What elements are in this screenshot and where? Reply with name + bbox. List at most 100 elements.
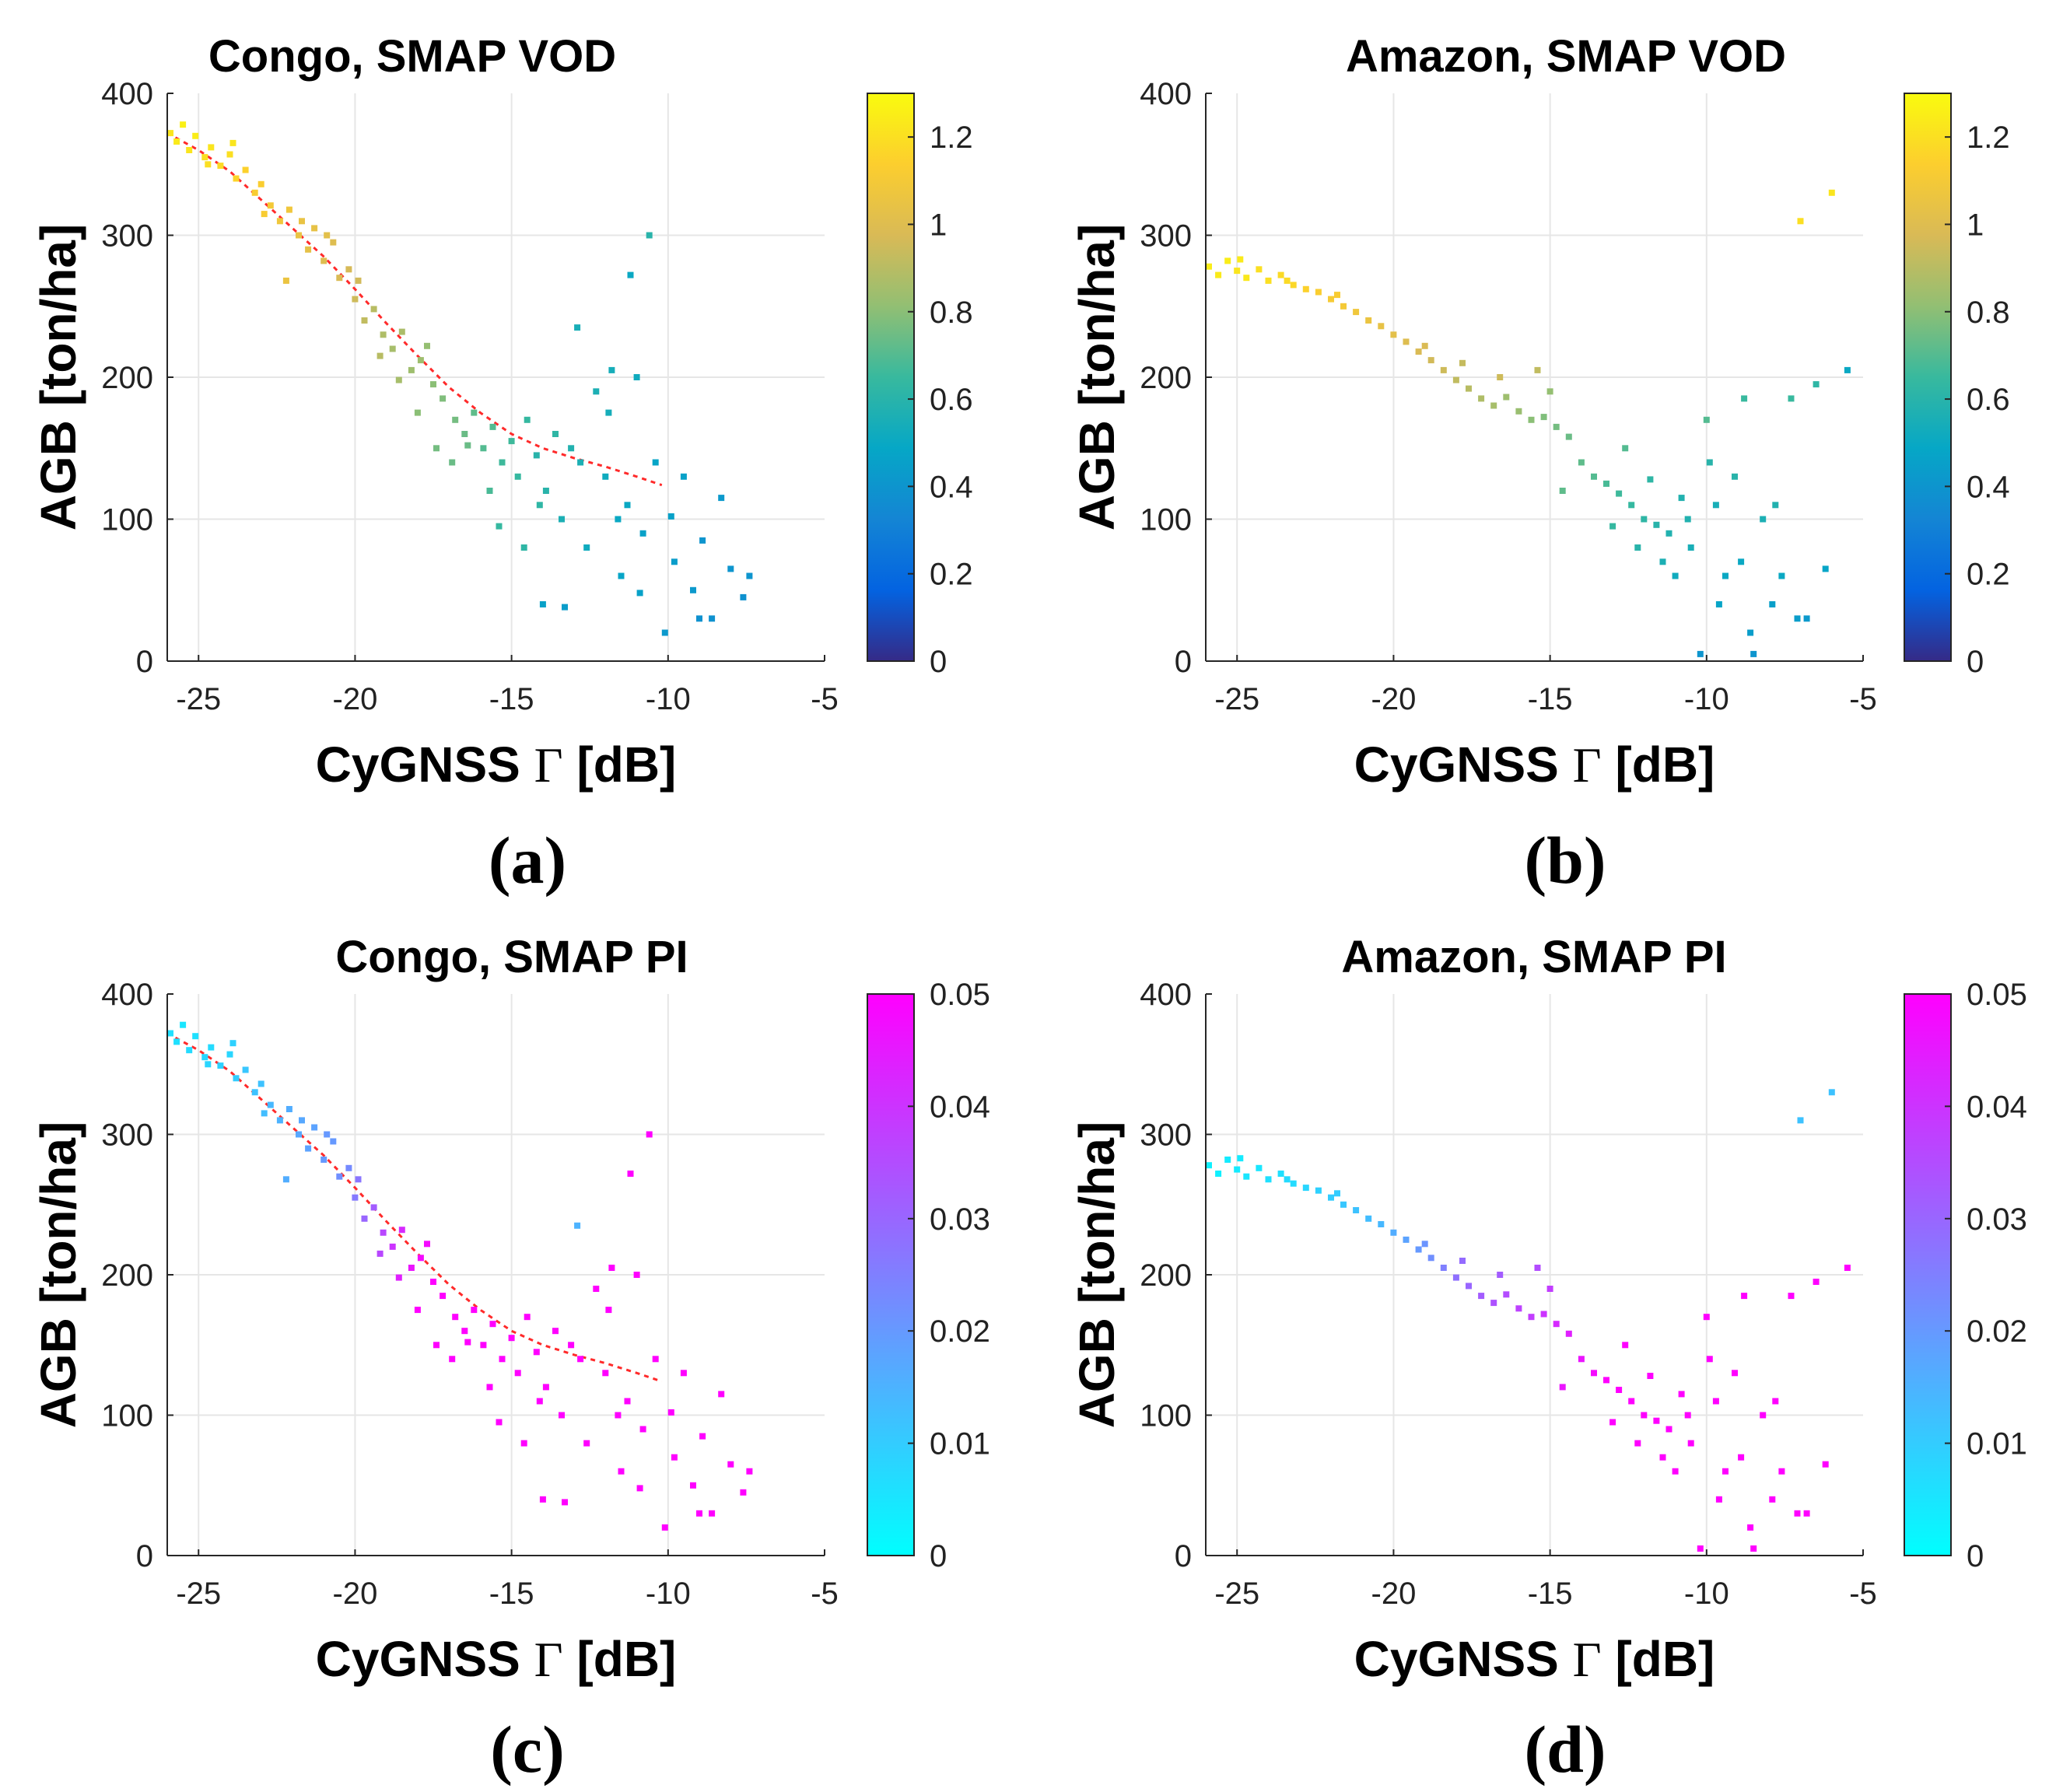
x-tick-label: -20: [1371, 1577, 1417, 1611]
scatter-point: [1822, 565, 1829, 572]
scatter-point: [1750, 650, 1757, 657]
scatter-point: [740, 1489, 747, 1496]
scatter-point: [680, 473, 687, 480]
scatter-point: [1813, 1279, 1820, 1285]
scatter-point: [652, 1356, 659, 1363]
gamma-symbol: Γ: [1573, 737, 1602, 793]
scatter-point: [1215, 271, 1222, 278]
colorbar-tick-label: 0.05: [930, 978, 990, 1012]
scatter-point: [1665, 1426, 1672, 1433]
scatter-point: [324, 1131, 331, 1138]
scatter-point: [389, 1243, 396, 1250]
scatter-point: [1353, 309, 1360, 316]
trend-line: [166, 1032, 663, 1383]
y-tick-label: 400: [101, 77, 153, 111]
scatter-point: [1659, 558, 1666, 565]
scatter-point: [1315, 289, 1322, 296]
scatter-point: [1421, 342, 1428, 349]
scatter-point: [440, 1293, 447, 1300]
scatter-point: [520, 544, 527, 551]
scatter-point: [1243, 275, 1250, 282]
scatter-point: [251, 189, 258, 196]
colorbar-tick-label: 0.2: [1967, 558, 2010, 592]
scatter-point: [746, 572, 753, 579]
scatter-point: [1440, 366, 1447, 373]
scatter-point: [320, 257, 327, 264]
scatter-point: [257, 1080, 264, 1087]
y-axis-label: AGB [ton/ha]: [30, 1122, 86, 1429]
scatter-point: [1622, 445, 1629, 452]
scatter-point: [699, 537, 706, 544]
scatter-point: [1265, 1176, 1272, 1183]
scatter-point: [417, 357, 424, 364]
scatter-point: [452, 1314, 459, 1321]
scatter-point: [574, 1222, 581, 1229]
scatter-point: [568, 445, 575, 452]
scatter-point: [696, 615, 702, 622]
scatter-point: [1340, 303, 1347, 310]
scatter-point: [624, 502, 631, 509]
scatter-point: [242, 1066, 249, 1073]
colorbar-tick-label: 0.8: [930, 296, 973, 330]
chart-title: Amazon, SMAP PI: [1341, 932, 1726, 982]
scatter-point: [1328, 296, 1334, 303]
scatter-point: [1224, 1157, 1231, 1163]
scatter-point: [542, 1384, 549, 1391]
scatter-point: [1466, 385, 1472, 392]
scatter-point: [1302, 285, 1309, 292]
scatter-point: [1703, 416, 1710, 423]
scatter-point: [320, 1157, 327, 1163]
scatter-point: [205, 1061, 212, 1068]
y-tick-label: 200: [1140, 1258, 1192, 1293]
scatter-point: [608, 366, 615, 373]
scatter-point: [233, 1075, 240, 1082]
y-tick-label: 200: [101, 1258, 153, 1293]
scatter-point: [1722, 572, 1729, 579]
scatter-point: [574, 324, 581, 331]
scatter-point: [633, 1272, 640, 1278]
scatter-point: [1466, 1283, 1472, 1290]
scatter-point: [1277, 271, 1284, 278]
chart-title: Congo, SMAP PI: [335, 932, 688, 982]
scatter-point: [471, 1307, 478, 1314]
x-tick-label: -5: [811, 682, 839, 716]
scatter-point: [709, 1510, 716, 1517]
y-tick-label: 300: [1140, 1118, 1192, 1153]
scatter-point: [1697, 1545, 1704, 1552]
colorbar-tick-label: 0.03: [1967, 1202, 2027, 1237]
colorbar-tick-label: 0.04: [930, 1090, 990, 1124]
scatter-point: [380, 1229, 387, 1236]
scatter-point: [355, 1176, 362, 1183]
scatter-point: [1684, 516, 1691, 523]
gamma-symbol: Γ: [1573, 1632, 1602, 1687]
scatter-point: [1760, 516, 1767, 523]
scatter-point: [208, 144, 215, 151]
scatter-point: [345, 266, 352, 273]
chart-title: Congo, SMAP VOD: [208, 31, 616, 82]
scatter-point: [226, 151, 233, 158]
scatter-point: [718, 1391, 725, 1398]
scatter-point: [1452, 1274, 1459, 1281]
scatter-point: [1778, 1468, 1785, 1475]
scatter-point: [627, 271, 634, 278]
x-tick-label: -20: [333, 682, 378, 716]
x-tick-label: -5: [1849, 1577, 1877, 1611]
colorbar-tick-label: 1.2: [1967, 121, 2010, 155]
scatter-point: [449, 1356, 456, 1363]
scatter-point: [1750, 1545, 1757, 1552]
scatter-point: [583, 1440, 590, 1447]
colorbar-tick-label: 0.4: [930, 470, 973, 504]
colorbar: [1904, 993, 1952, 1556]
scatter-point: [1706, 459, 1713, 466]
scatter-point: [1603, 480, 1609, 487]
y-tick-label: 300: [1140, 219, 1192, 254]
scatter-point: [524, 416, 531, 423]
scatter-point: [602, 1370, 609, 1377]
scatter-point: [430, 381, 436, 388]
scatter-point: [1653, 521, 1660, 528]
scatter-point: [336, 1173, 343, 1180]
scatter-point: [229, 139, 236, 146]
y-tick-label: 200: [1140, 361, 1192, 395]
scatter-point: [1813, 381, 1820, 388]
y-tick-label: 400: [1140, 978, 1192, 1012]
